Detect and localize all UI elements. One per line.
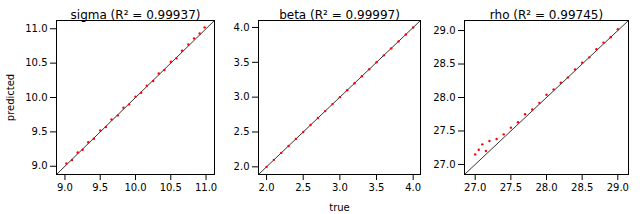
svg-text:27.0: 27.0 xyxy=(433,159,455,170)
svg-text:28.0: 28.0 xyxy=(433,92,455,103)
svg-text:10.5: 10.5 xyxy=(25,57,47,68)
svg-text:28.5: 28.5 xyxy=(433,58,455,69)
svg-text:true: true xyxy=(329,202,350,213)
svg-text:4.0: 4.0 xyxy=(234,22,250,33)
svg-text:3.5: 3.5 xyxy=(369,182,385,193)
svg-text:11.0: 11.0 xyxy=(195,182,217,193)
svg-text:3.5: 3.5 xyxy=(234,57,250,68)
svg-text:27.5: 27.5 xyxy=(500,182,522,193)
svg-text:10.0: 10.0 xyxy=(124,182,146,193)
svg-text:rho (R² = 0.99745): rho (R² = 0.99745) xyxy=(490,8,603,22)
svg-text:9.0: 9.0 xyxy=(32,160,48,171)
svg-text:27.5: 27.5 xyxy=(433,125,455,136)
svg-text:9.5: 9.5 xyxy=(92,182,108,193)
svg-text:28.0: 28.0 xyxy=(535,182,557,193)
svg-text:10.0: 10.0 xyxy=(25,92,47,103)
svg-text:29.0: 29.0 xyxy=(607,182,629,193)
svg-text:28.5: 28.5 xyxy=(571,182,593,193)
svg-text:11.0: 11.0 xyxy=(25,23,47,34)
svg-text:2.5: 2.5 xyxy=(295,182,311,193)
svg-text:27.0: 27.0 xyxy=(464,182,486,193)
svg-text:2.5: 2.5 xyxy=(234,126,250,137)
svg-text:10.5: 10.5 xyxy=(160,182,182,193)
svg-text:3.0: 3.0 xyxy=(234,91,250,102)
svg-text:4.0: 4.0 xyxy=(405,182,421,193)
svg-text:predicted: predicted xyxy=(5,74,16,121)
svg-text:9.5: 9.5 xyxy=(32,126,48,137)
svg-text:2.0: 2.0 xyxy=(234,161,250,172)
svg-text:29.0: 29.0 xyxy=(433,25,455,36)
svg-text:9.0: 9.0 xyxy=(57,182,73,193)
svg-text:beta (R² = 0.99997): beta (R² = 0.99997) xyxy=(279,8,400,22)
svg-text:sigma (R² = 0.99937): sigma (R² = 0.99937) xyxy=(71,8,201,22)
svg-text:2.0: 2.0 xyxy=(259,182,275,193)
svg-text:3.0: 3.0 xyxy=(332,182,348,193)
